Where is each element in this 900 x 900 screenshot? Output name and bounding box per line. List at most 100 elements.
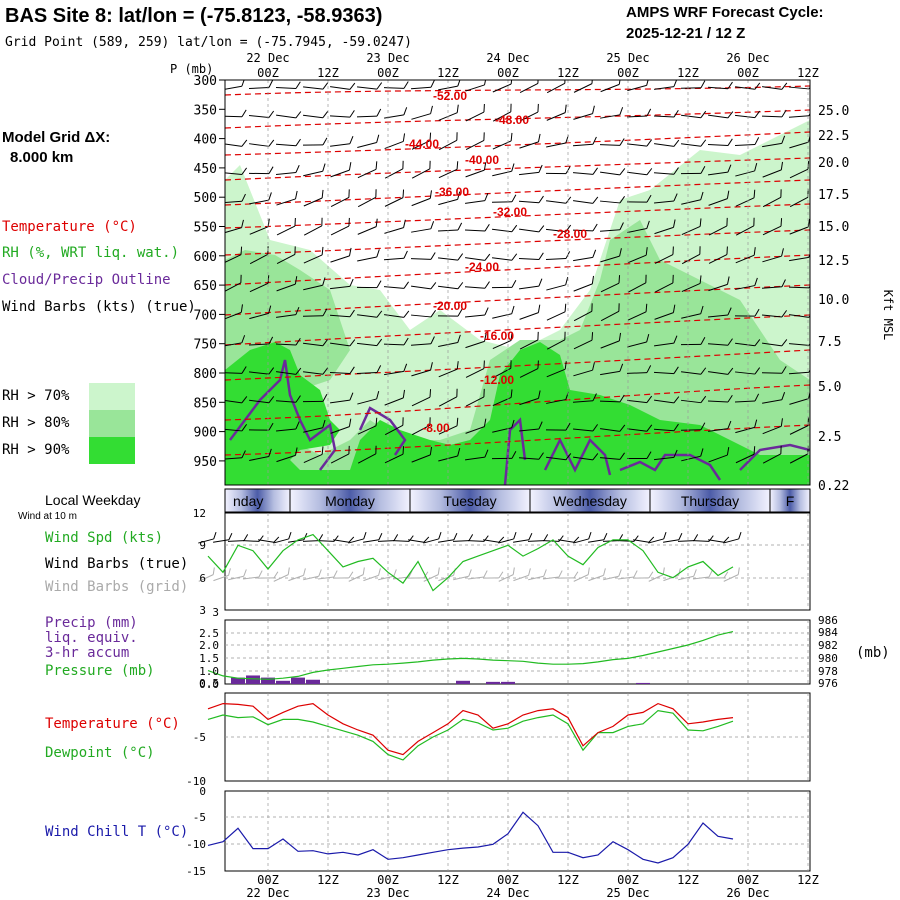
legend-rh90-label: RH > 90% bbox=[2, 442, 70, 458]
wind-barb-flag bbox=[484, 80, 487, 86]
wind-barb bbox=[384, 107, 408, 119]
wind-barb bbox=[653, 423, 679, 432]
wind-barb bbox=[357, 82, 383, 90]
wind-barb-staff bbox=[600, 340, 620, 349]
wind-barb-flag bbox=[375, 161, 378, 170]
wind-barb-flag bbox=[295, 367, 302, 375]
wind-barb-flag bbox=[484, 307, 489, 316]
y-tick-label: 0 bbox=[199, 785, 206, 798]
wind-barb-flag bbox=[591, 275, 595, 284]
legend-rh: RH (%, WRT liq. wat.) bbox=[2, 245, 179, 261]
wind-barb-staff bbox=[546, 399, 566, 404]
wind-barb bbox=[735, 189, 756, 207]
wind-barb bbox=[573, 453, 599, 461]
wind-barb-flag bbox=[727, 420, 732, 429]
wind-barb-flag bbox=[498, 571, 504, 579]
wind-barb-staff bbox=[761, 314, 783, 318]
wind-barb-flag bbox=[565, 453, 572, 461]
wind-barb-flag bbox=[646, 424, 653, 432]
wind-barb bbox=[411, 132, 432, 150]
wind-barb bbox=[654, 396, 680, 404]
wind-barb bbox=[681, 367, 707, 375]
wind-chill-panel: 0 -5 -10 -15 Wind Chill T (°C) bbox=[45, 785, 811, 878]
wind-barb-flag bbox=[228, 568, 231, 576]
wind-barb bbox=[573, 332, 594, 350]
wind-barb bbox=[708, 420, 732, 432]
legend-precip-3: 3-hr accum bbox=[45, 645, 129, 661]
wind-barb-staff bbox=[411, 228, 431, 233]
wind-barb-flag bbox=[754, 393, 760, 402]
wind-barb-staff bbox=[788, 286, 810, 289]
wind-barb-flag bbox=[780, 161, 784, 170]
wind-barb-flag bbox=[349, 136, 354, 144]
wind-barb-staff bbox=[384, 397, 404, 406]
wind-barb-staff bbox=[492, 427, 512, 433]
wind-barb-flag bbox=[321, 446, 324, 455]
isotherm-line bbox=[225, 157, 810, 181]
wind-barb-flag bbox=[646, 194, 652, 203]
top-time-tick: 12Z bbox=[797, 66, 819, 80]
top-time-tick: 12Z bbox=[677, 66, 699, 80]
wind-barb-staff bbox=[438, 285, 458, 290]
wind-barb bbox=[519, 304, 541, 320]
wind-barb-flag bbox=[483, 418, 487, 427]
wind-barb-staff bbox=[303, 342, 323, 347]
wind-barb bbox=[438, 361, 459, 378]
wind-barb-flag bbox=[243, 534, 249, 541]
y-tick-label: -5 bbox=[193, 811, 206, 824]
wind-barb bbox=[708, 111, 734, 119]
wind-barb-staff bbox=[356, 372, 378, 374]
wind-barb-flag bbox=[592, 105, 595, 114]
wind-barb-staff bbox=[518, 200, 540, 204]
wind-barb-staff bbox=[599, 229, 621, 232]
precip-bar bbox=[501, 681, 515, 684]
wind-barb-flag bbox=[511, 305, 515, 314]
wind-barb bbox=[519, 103, 539, 122]
wind-barb-flag bbox=[322, 419, 326, 428]
wind-barb bbox=[681, 139, 707, 147]
wind-barb-staff bbox=[572, 143, 594, 147]
wind-barb-staff bbox=[249, 399, 269, 404]
cloud-outline-segment bbox=[358, 406, 407, 456]
legend-rh80-label: RH > 80% bbox=[2, 415, 70, 431]
wind-barb-staff bbox=[330, 143, 350, 147]
wind-barb bbox=[302, 137, 328, 146]
wind-barb bbox=[627, 274, 647, 293]
wind-barb bbox=[681, 305, 704, 319]
wind-barb-staff bbox=[357, 398, 377, 405]
wind-barb-flag bbox=[240, 274, 242, 283]
wind-barb bbox=[275, 338, 301, 346]
grid-wind-barb bbox=[588, 568, 606, 582]
weekday-band-left bbox=[530, 489, 590, 512]
wind-barb bbox=[465, 307, 489, 318]
wind-barb-staff bbox=[519, 368, 539, 378]
wind-barb-staff bbox=[384, 114, 404, 119]
wind-barb bbox=[357, 249, 380, 262]
wind-barb-staff bbox=[681, 143, 701, 147]
wind-barb bbox=[546, 104, 567, 121]
wind-barb bbox=[519, 278, 543, 290]
wind-barb-flag bbox=[268, 396, 275, 404]
wind-barb-flag bbox=[673, 193, 678, 202]
wind-barb-staff bbox=[228, 575, 244, 581]
wind-barb-staff bbox=[789, 314, 809, 318]
wind-barb-flag bbox=[646, 334, 650, 343]
wind-barb-flag bbox=[588, 531, 592, 540]
wind-barb-flag bbox=[403, 107, 408, 116]
wind-barb-staff bbox=[708, 254, 728, 264]
rh-shading bbox=[225, 80, 810, 485]
bottom-time-tick: 12Z bbox=[797, 873, 819, 887]
wind-barb-flag bbox=[430, 336, 435, 344]
wind-barb-flag bbox=[781, 366, 787, 374]
wind-barb-staff bbox=[333, 539, 349, 543]
wind-barb-staff bbox=[330, 285, 350, 290]
wind-barb bbox=[410, 336, 435, 346]
wind-barb-flag bbox=[212, 567, 215, 575]
wind-barb-staff bbox=[546, 456, 566, 461]
wind-barb-staff bbox=[761, 286, 783, 289]
surface-wind-barb bbox=[573, 531, 592, 544]
pressure-tick-label: 750 bbox=[194, 338, 217, 353]
wind-barb bbox=[761, 109, 787, 118]
surface-wind-barb bbox=[708, 536, 730, 543]
